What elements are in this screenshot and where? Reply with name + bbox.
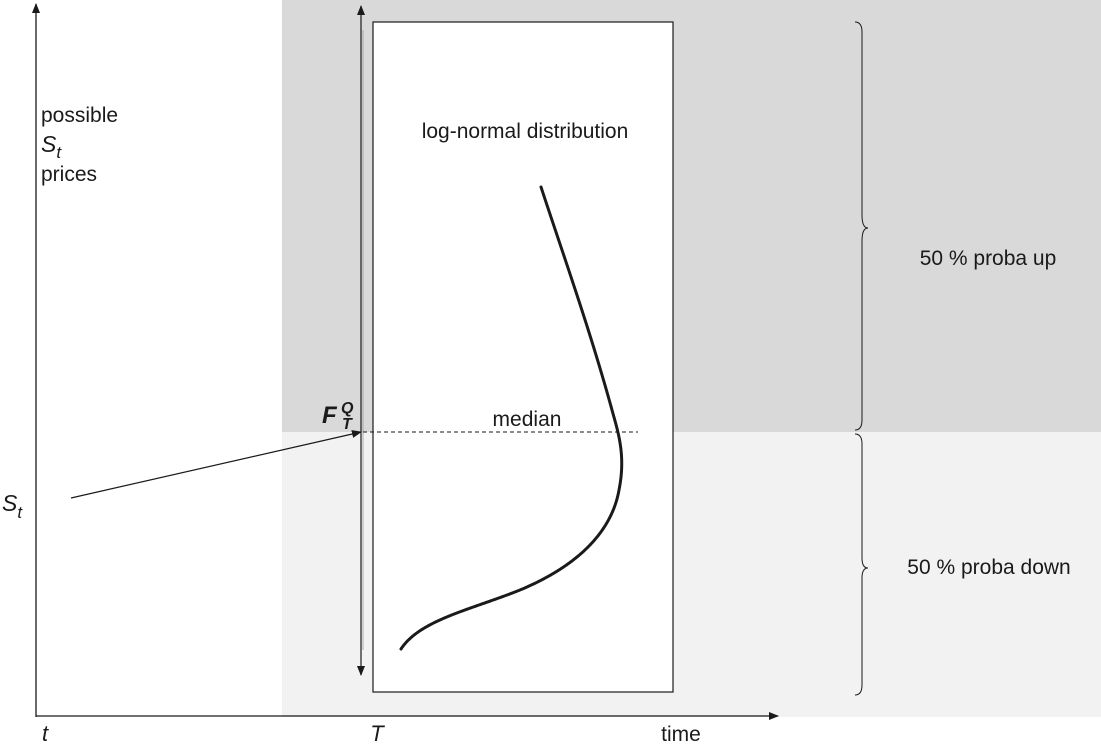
proba-up-brace [854, 21, 869, 431]
spot-price-sub: t [17, 503, 23, 522]
forward-var: F [322, 402, 338, 429]
y-axis-label-variable: St [41, 131, 62, 162]
forward-sup: Q [341, 400, 354, 417]
lognormal-density-curve [399, 185, 624, 651]
distribution-title: log-normal distribution [422, 120, 629, 143]
forward-sub: T [342, 416, 353, 433]
x-axis-label: time [661, 723, 701, 746]
x-tick-start: t [42, 721, 49, 746]
y-axis-label-line3: prices [41, 163, 97, 186]
spot-price-label: St [2, 490, 23, 522]
y-axis-label-sub: t [56, 143, 62, 162]
spot-to-forward-arrow [70, 430, 362, 499]
proba-down-label: 50 % proba down [907, 556, 1070, 579]
proba-up-label: 50 % proba up [920, 247, 1057, 270]
distribution-box [372, 21, 674, 693]
y-axis-label-var: S [41, 131, 57, 157]
proba-down-brace [854, 433, 869, 696]
median-label: median [493, 408, 562, 431]
y-axis-label-line1: possible [41, 104, 118, 127]
x-tick-end: T [370, 721, 385, 746]
spot-price-var: S [2, 490, 18, 516]
